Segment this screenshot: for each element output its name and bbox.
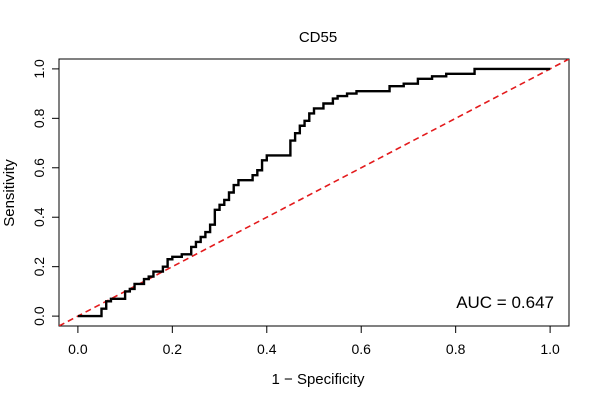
chart-title: CD55: [299, 29, 337, 46]
auc-annotation: AUC = 0.647: [456, 293, 554, 312]
y-tick-label: 1.0: [31, 59, 47, 79]
y-axis-label: Sensitivity: [1, 159, 18, 227]
y-tick-label: 0.2: [31, 257, 47, 277]
roc-curve: [77, 67, 551, 318]
x-tick-label: 0.8: [446, 341, 466, 357]
y-tick-label: 0.0: [31, 306, 47, 326]
x-tick-label: 0.6: [351, 341, 371, 357]
y-tick-label: 0.6: [31, 158, 47, 178]
y-tick-label: 0.8: [31, 108, 47, 128]
x-tick-label: 0.2: [163, 341, 183, 357]
x-axis-label: 1 − Specificity: [272, 371, 365, 388]
y-tick-label: 0.4: [31, 207, 47, 227]
x-tick-label: 0.4: [257, 341, 277, 357]
x-tick-label: 0.0: [68, 341, 88, 357]
x-tick-label: 1.0: [540, 341, 560, 357]
